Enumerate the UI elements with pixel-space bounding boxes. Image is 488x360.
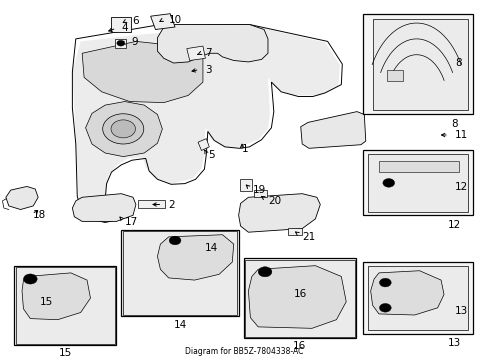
Circle shape <box>382 179 394 187</box>
Polygon shape <box>186 46 205 60</box>
Text: 15: 15 <box>58 348 72 359</box>
Bar <box>245 260 354 337</box>
Text: 4: 4 <box>121 23 128 33</box>
Circle shape <box>379 278 390 287</box>
Polygon shape <box>6 186 38 210</box>
Polygon shape <box>72 25 339 218</box>
Polygon shape <box>82 41 203 103</box>
Bar <box>121 230 238 316</box>
Bar <box>362 150 472 215</box>
Text: 15: 15 <box>40 297 53 307</box>
Bar <box>123 231 237 315</box>
Text: 17: 17 <box>124 217 138 228</box>
Text: Diagram for BB5Z-7804338-AC: Diagram for BB5Z-7804338-AC <box>185 347 303 356</box>
Text: 12: 12 <box>454 182 467 192</box>
Bar <box>239 179 251 191</box>
Text: 18: 18 <box>33 210 46 220</box>
Circle shape <box>111 120 135 138</box>
Bar <box>16 267 115 344</box>
Polygon shape <box>300 112 365 148</box>
Text: 7: 7 <box>205 48 212 58</box>
Polygon shape <box>238 194 320 232</box>
Text: 14: 14 <box>173 320 186 330</box>
Text: 20: 20 <box>267 196 281 206</box>
Text: 3: 3 <box>205 65 212 75</box>
Bar <box>254 190 266 197</box>
Text: 6: 6 <box>132 16 139 26</box>
Circle shape <box>258 267 271 277</box>
Polygon shape <box>72 194 136 221</box>
Text: 16: 16 <box>292 341 306 351</box>
Text: 1: 1 <box>242 144 248 154</box>
Polygon shape <box>85 102 162 157</box>
Polygon shape <box>248 266 346 328</box>
Bar <box>362 262 472 334</box>
Bar <box>14 266 116 345</box>
Polygon shape <box>150 14 175 30</box>
Bar <box>378 161 458 172</box>
Circle shape <box>102 114 143 144</box>
Bar <box>243 258 355 338</box>
Bar <box>367 266 468 330</box>
Bar <box>372 19 468 110</box>
Polygon shape <box>157 235 233 280</box>
Text: 13: 13 <box>454 306 467 316</box>
Text: 8: 8 <box>454 58 461 68</box>
Text: 19: 19 <box>253 185 266 195</box>
Bar <box>362 14 472 114</box>
Bar <box>367 154 468 212</box>
Text: 2: 2 <box>168 200 175 210</box>
Text: 21: 21 <box>302 232 315 242</box>
Text: 8: 8 <box>450 119 457 129</box>
Polygon shape <box>22 273 90 320</box>
Bar <box>111 17 131 32</box>
Text: 9: 9 <box>131 37 138 48</box>
Text: 14: 14 <box>204 243 217 253</box>
Bar <box>287 228 302 235</box>
Text: 16: 16 <box>293 289 306 300</box>
Text: 13: 13 <box>447 338 461 348</box>
Text: 11: 11 <box>454 130 467 140</box>
Text: 5: 5 <box>207 150 214 160</box>
Circle shape <box>379 303 390 312</box>
Text: 12: 12 <box>447 220 461 230</box>
Bar <box>115 39 126 48</box>
Text: 10: 10 <box>168 15 182 25</box>
Circle shape <box>169 236 181 245</box>
Polygon shape <box>370 271 443 315</box>
Bar <box>138 200 165 208</box>
Bar <box>386 70 403 81</box>
Polygon shape <box>198 139 209 150</box>
Circle shape <box>117 40 124 46</box>
Circle shape <box>23 274 37 284</box>
Polygon shape <box>157 24 267 63</box>
